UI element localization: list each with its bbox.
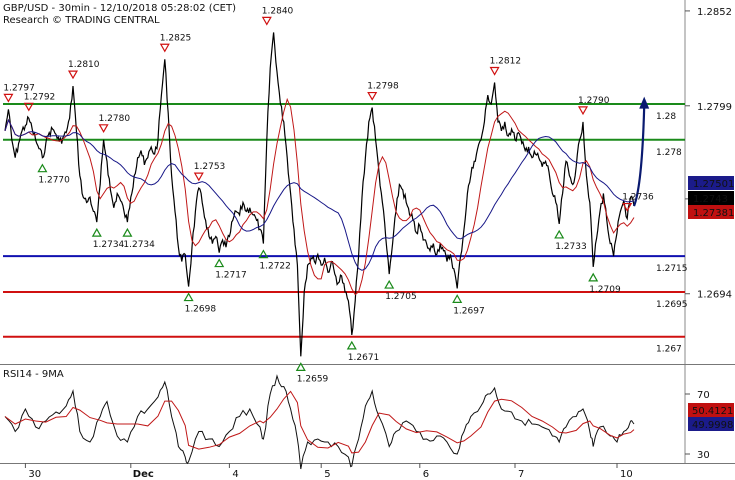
- peak-marker: [67, 70, 79, 80]
- x-tick-label: 30: [28, 469, 41, 480]
- trough-label: 1.2697: [453, 306, 485, 316]
- series-layer: [4, 32, 650, 357]
- peak-label: 1.2810: [68, 60, 100, 70]
- price-badge-last: [688, 191, 734, 205]
- peak-label: 1.2840: [262, 6, 294, 16]
- peak-label: 1.2812: [490, 57, 521, 67]
- trough-label: 1.2671: [348, 353, 380, 363]
- peak-marker: [622, 202, 633, 212]
- level-label: 1.28: [656, 112, 676, 122]
- forecast-arrow-line: [632, 106, 646, 207]
- price-badge-current: [688, 176, 734, 190]
- trough-label: 1.2734: [123, 240, 155, 250]
- rsi-title: RSI14 - 9MA: [3, 369, 64, 380]
- peak-label: 1.2797: [3, 83, 35, 93]
- peak-label: 1.2798: [367, 82, 399, 92]
- x-tick-label: 4: [232, 469, 238, 480]
- x-tick-label: 5: [324, 469, 330, 480]
- trough-label: 1.2717: [215, 271, 247, 281]
- peak-marker: [261, 16, 272, 26]
- x-tick-label: 7: [518, 469, 524, 480]
- trough-marker: [295, 362, 306, 371]
- trough-label: 1.2770: [38, 176, 70, 186]
- peak-marker: [193, 172, 204, 182]
- rsi-plot-area: [0, 366, 685, 462]
- x-tick-label: 6: [423, 469, 429, 480]
- peak-marker: [3, 93, 14, 103]
- main-plot-area: [0, 0, 685, 363]
- trough-label: 1.2734: [93, 240, 125, 250]
- trough-marker: [122, 227, 133, 237]
- level-label: 1.278: [656, 148, 682, 158]
- peak-marker: [23, 102, 34, 112]
- peak-label: 1.2792: [24, 92, 56, 102]
- trough-label: 1.2659: [297, 374, 329, 384]
- x-axis: 30 Dec 4 5 6 7 10: [24, 463, 633, 480]
- peak-marker: [577, 106, 589, 116]
- x-tick-label: Dec: [133, 469, 154, 480]
- rsi-badge-support: [688, 403, 734, 417]
- x-tick-label: 10: [620, 469, 633, 480]
- price-badge-label: 1.27501: [693, 179, 734, 190]
- rsi-badge-label: 50.4121: [692, 406, 733, 417]
- trough-label: 1.2709: [589, 285, 621, 295]
- ma-fast-series: [4, 97, 635, 296]
- chart-subtitle: Research © TRADING CENTRAL: [3, 15, 160, 26]
- rsi-tick-label: 30: [697, 450, 710, 461]
- price-badge-support: [688, 205, 734, 219]
- trough-marker: [214, 258, 225, 268]
- trough-label: 1.2733: [555, 242, 587, 252]
- price-series: [4, 32, 635, 357]
- trough-marker: [346, 340, 357, 350]
- trough-label: 1.2722: [259, 262, 291, 272]
- peak-label: 1.2780: [99, 114, 131, 124]
- chart-title: GBP/USD - 30min - 12/10/2018 05:28:02 (C…: [3, 3, 236, 14]
- peak-marker: [98, 124, 109, 134]
- ma-slow-series: [4, 118, 635, 271]
- peak-label: 1.2753: [194, 162, 226, 172]
- level-label: 1.2715: [656, 264, 688, 274]
- level-label: 1.267: [656, 345, 682, 355]
- y-tick-label: 1.2694: [697, 290, 732, 301]
- peak-label: 1.2825: [160, 33, 192, 43]
- price-badge-label: 1.27381: [693, 208, 734, 219]
- trough-marker: [37, 163, 48, 173]
- peak-marker: [159, 43, 170, 53]
- trough-marker: [183, 292, 194, 302]
- trough-marker: [258, 249, 269, 259]
- trough-marker: [91, 227, 102, 237]
- price-badge-label: 1.2743: [693, 194, 728, 205]
- rsi-badge-label: 49.9998: [692, 420, 733, 431]
- price-badges: 1.27501 1.2743 1.27381: [688, 176, 734, 219]
- trough-label: 1.2698: [185, 305, 217, 315]
- trough-marker: [452, 294, 463, 303]
- peak-marker: [489, 66, 500, 76]
- y-tick-label: 1.2799: [697, 102, 732, 113]
- rsi-ma-series: [4, 390, 635, 454]
- forecast-arrow-head: [639, 96, 650, 109]
- y-tick-label: 1.2852: [697, 7, 732, 18]
- rsi-tick-label: 70: [697, 390, 710, 401]
- rsi-series: [4, 374, 635, 470]
- rsi-layer: 50.4121 49.9998: [4, 374, 734, 470]
- peak-label: 1.2790: [578, 96, 610, 106]
- trough-marker: [554, 229, 565, 239]
- rsi-badge-current: [688, 417, 734, 431]
- levels-layer: 1.28 1.278 1.2715 1.2695 1.267: [3, 103, 688, 355]
- trough-label: 1.2705: [385, 292, 417, 302]
- level-label: 1.2695: [656, 300, 688, 310]
- trough-marker: [588, 272, 599, 282]
- trough-marker: [384, 279, 395, 289]
- peak-marker: [367, 91, 378, 101]
- peak-label: 1.2736: [622, 193, 654, 203]
